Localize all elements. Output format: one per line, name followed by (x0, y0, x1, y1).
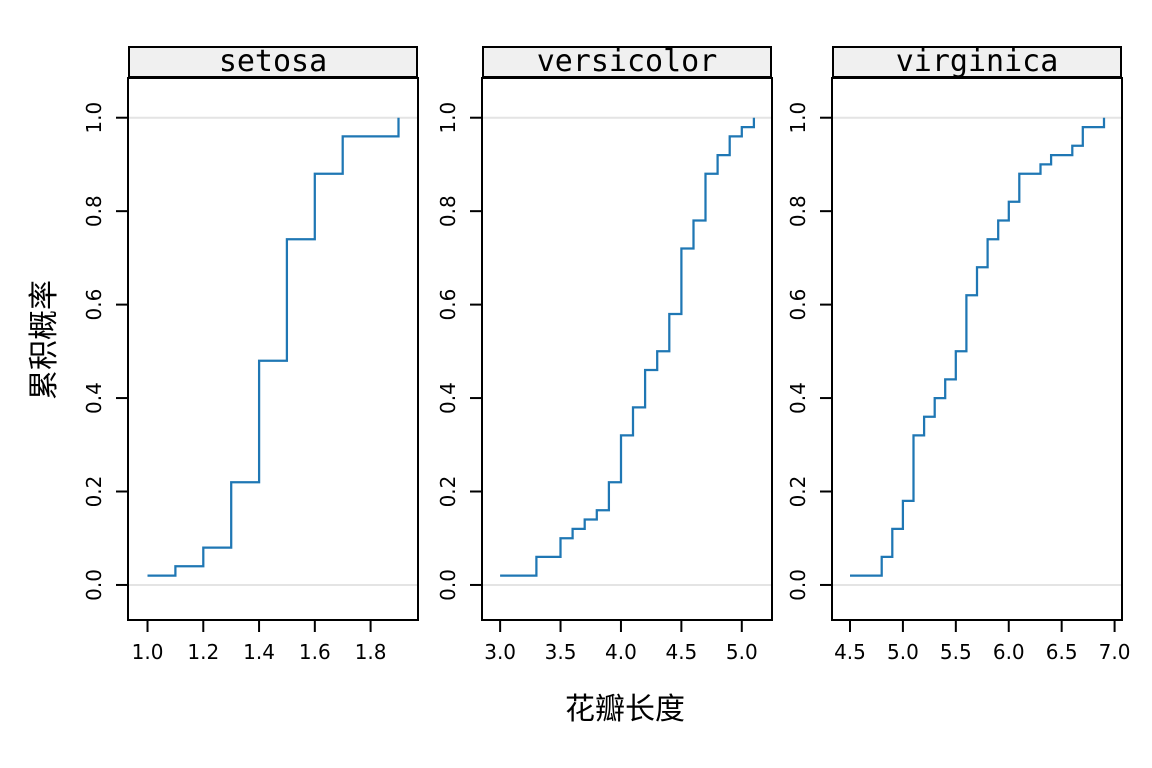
ecdf-step-line-virginica (850, 117, 1106, 577)
x-tick-label: 6.5 (1046, 640, 1078, 664)
y-tick-label: 0.4 (82, 382, 106, 414)
strip-label: versicolor (536, 44, 718, 79)
panel-strip-virginica: virginica (832, 46, 1122, 78)
panel-strip-versicolor: versicolor (482, 46, 772, 78)
x-tick-label: 1.6 (299, 640, 331, 664)
y-tick-label: 0.6 (82, 289, 106, 321)
x-tick-label: 3.5 (545, 640, 577, 664)
y-tick-label: 0.6 (436, 289, 460, 321)
x-tick-label: 5.0 (726, 640, 758, 664)
x-tick-label: 3.0 (484, 640, 516, 664)
x-axis-title: 花瓣长度 (565, 692, 685, 727)
y-tick-label: 1.0 (786, 102, 810, 134)
y-tick-label: 1.0 (82, 102, 106, 134)
y-tick-label: 1.0 (436, 102, 460, 134)
x-tick-label: 1.0 (132, 640, 164, 664)
y-tick-label: 0.0 (82, 569, 106, 601)
x-tick-label: 6.0 (993, 640, 1025, 664)
x-tick-label: 5.5 (940, 640, 972, 664)
y-tick-label: 0.0 (436, 569, 460, 601)
ecdf-step-line-versicolor (500, 117, 756, 577)
x-tick-label: 1.4 (243, 640, 275, 664)
strip-label: setosa (218, 44, 328, 79)
y-tick-label: 0.4 (436, 382, 460, 414)
panel-strip-setosa: setosa (128, 46, 418, 78)
y-tick-label: 0.8 (436, 195, 460, 227)
x-tick-label: 4.0 (605, 640, 637, 664)
y-tick-label: 0.0 (786, 569, 810, 601)
panel-border-versicolor (481, 77, 773, 621)
y-tick-label: 0.2 (82, 476, 106, 508)
y-tick-label: 0.4 (786, 382, 810, 414)
x-tick-label: 1.2 (187, 640, 219, 664)
strip-label: virginica (895, 44, 1059, 79)
y-tick-label: 0.2 (786, 476, 810, 508)
x-tick-label: 4.5 (665, 640, 697, 664)
x-tick-label: 7.0 (1099, 640, 1131, 664)
ecdf-step-line-setosa (147, 117, 400, 577)
y-axis-title: 累积概率 (27, 280, 62, 400)
panel-border-virginica (831, 77, 1123, 621)
y-tick-label: 0.8 (786, 195, 810, 227)
y-tick-label: 0.6 (786, 289, 810, 321)
x-tick-label: 5.0 (887, 640, 919, 664)
x-tick-label: 4.5 (834, 640, 866, 664)
panel-border-setosa (127, 77, 419, 621)
y-tick-label: 0.8 (82, 195, 106, 227)
x-tick-label: 1.8 (355, 640, 387, 664)
y-tick-label: 0.2 (436, 476, 460, 508)
